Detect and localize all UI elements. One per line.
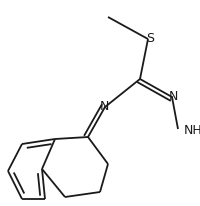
Text: N: N — [168, 89, 178, 102]
Text: S: S — [146, 32, 154, 45]
Text: N: N — [99, 99, 109, 112]
Text: NH₂: NH₂ — [184, 123, 200, 136]
